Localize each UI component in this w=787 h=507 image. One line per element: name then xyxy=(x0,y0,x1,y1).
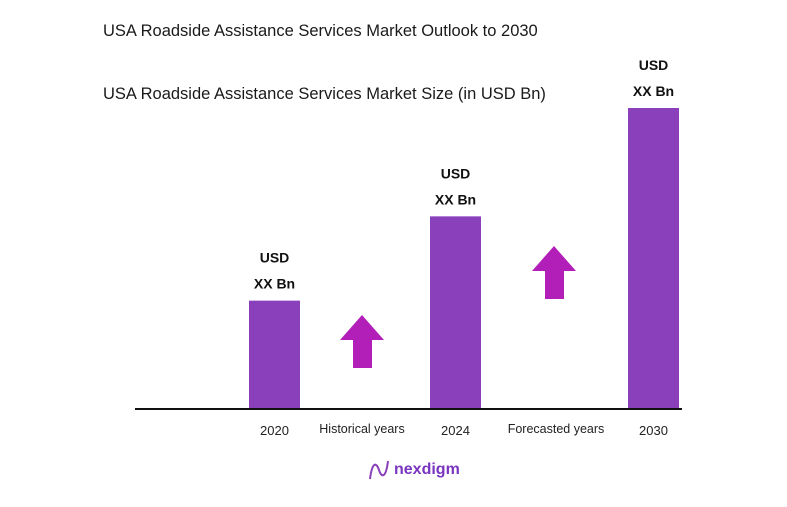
data-label: USD xyxy=(441,165,471,181)
nexdigm-logo-icon xyxy=(369,460,389,480)
period-label: Forecasted years xyxy=(508,422,605,436)
period-label: Historical years xyxy=(319,422,404,436)
bar-2020 xyxy=(249,300,300,409)
x-tick-label: 2024 xyxy=(441,423,470,438)
growth-arrow-icon xyxy=(532,246,576,299)
bar-2030 xyxy=(628,108,679,409)
logo: nexdigm xyxy=(368,459,460,481)
data-label: XX Bn xyxy=(254,276,295,292)
x-tick-label: 2030 xyxy=(639,423,668,438)
growth-arrow-icon xyxy=(340,315,384,368)
data-label: USD xyxy=(260,250,290,266)
x-tick-label: 2020 xyxy=(260,423,289,438)
data-label: USD xyxy=(639,57,669,73)
data-label: XX Bn xyxy=(435,191,476,207)
chart-title: USA Roadside Assistance Services Market … xyxy=(103,85,546,103)
data-label: XX Bn xyxy=(633,83,674,99)
page-title: USA Roadside Assistance Services Market … xyxy=(103,22,538,40)
bar-2024 xyxy=(430,216,481,409)
logo-text: nexdigm xyxy=(394,461,460,478)
